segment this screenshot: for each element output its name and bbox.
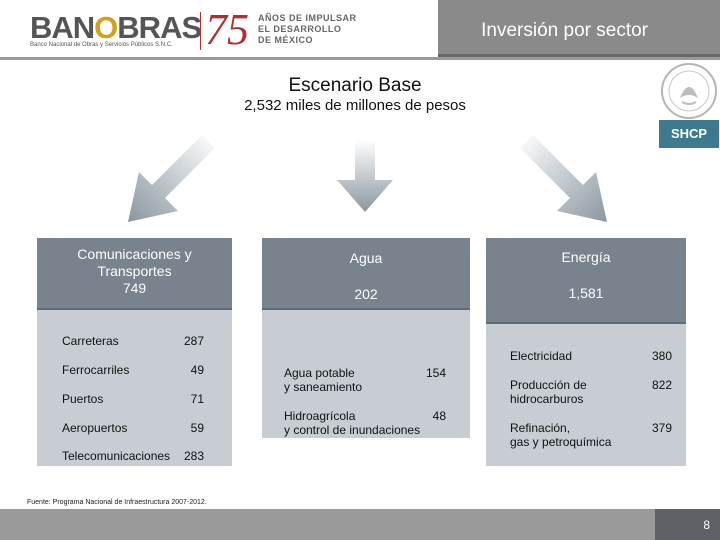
slide-title: Inversión por sector: [481, 20, 648, 41]
list-item-label: Ferrocarriles: [62, 363, 130, 377]
sector-header-communications: [37, 238, 232, 310]
page-number-box: [655, 509, 720, 540]
header-divider: [0, 57, 720, 60]
banobras-logo-subtitle: Banco Nacional de Obras y Servicios Públ…: [30, 42, 173, 48]
sector-name-energy: Energía: [561, 249, 611, 265]
list-item-value: 49: [190, 363, 204, 377]
sector-name-communications: Comunicaciones y Transportes 749: [77, 246, 192, 296]
page-number: 8: [703, 518, 710, 532]
list-item-label: Hidroagrícola y control de inundaciones: [284, 409, 421, 437]
sector-total-energy: 1,581: [568, 285, 604, 301]
logo-separator: [200, 12, 201, 50]
list-item-label: Producción de hidrocarburos: [510, 378, 587, 406]
list-item-label: Telecomunicaciones: [62, 449, 171, 463]
arrow-left-icon: [128, 135, 215, 222]
list-item-value: 154: [425, 366, 446, 380]
arrow-center-icon: [337, 140, 393, 212]
header-title-block: Inversión por sector: [438, 0, 720, 57]
sector-header-energy: [486, 238, 686, 324]
list-item-label: Agua potable y saneamiento: [284, 366, 363, 394]
list-item-value: 379: [651, 421, 672, 435]
list-item-label: Puertos: [62, 392, 104, 406]
list-item-label: Carreteras: [62, 334, 119, 348]
list-item-value: 822: [651, 378, 672, 392]
list-item-value: 48: [432, 409, 446, 423]
list-item-label: Refinación, gas y petroquímica: [510, 421, 612, 449]
national-emblem-icon: [661, 63, 717, 119]
source-footnote: Fuente: Programa Nacional de Infraestruc…: [27, 499, 207, 506]
anniversary-tagline: AÑOS DE IMPULSAR EL DESARROLLO DE MÉXICO: [258, 13, 357, 45]
scenario-subtitle: 2,532 miles de millones de pesos: [244, 97, 466, 114]
list-item-label: Aeropuertos: [62, 421, 128, 435]
sector-name-water: Agua: [349, 250, 383, 266]
shcp-logo: SHCP: [659, 120, 719, 148]
anniversary-number: 75: [205, 5, 249, 54]
list-item-label: Electricidad: [510, 349, 573, 363]
sector-header-water: [262, 238, 470, 310]
list-item-value: 287: [183, 334, 204, 348]
footer-bar: [0, 509, 720, 540]
arrow-right-icon: [520, 135, 607, 222]
scenario-title: Escenario Base: [288, 75, 422, 96]
list-item-value: 283: [184, 449, 205, 463]
sector-total-water: 202: [354, 286, 378, 302]
list-item-value: 59: [190, 421, 204, 435]
list-item-value: 380: [651, 349, 672, 363]
list-item-value: 71: [190, 392, 204, 406]
banobras-logo: BANOBRAS: [30, 10, 202, 45]
